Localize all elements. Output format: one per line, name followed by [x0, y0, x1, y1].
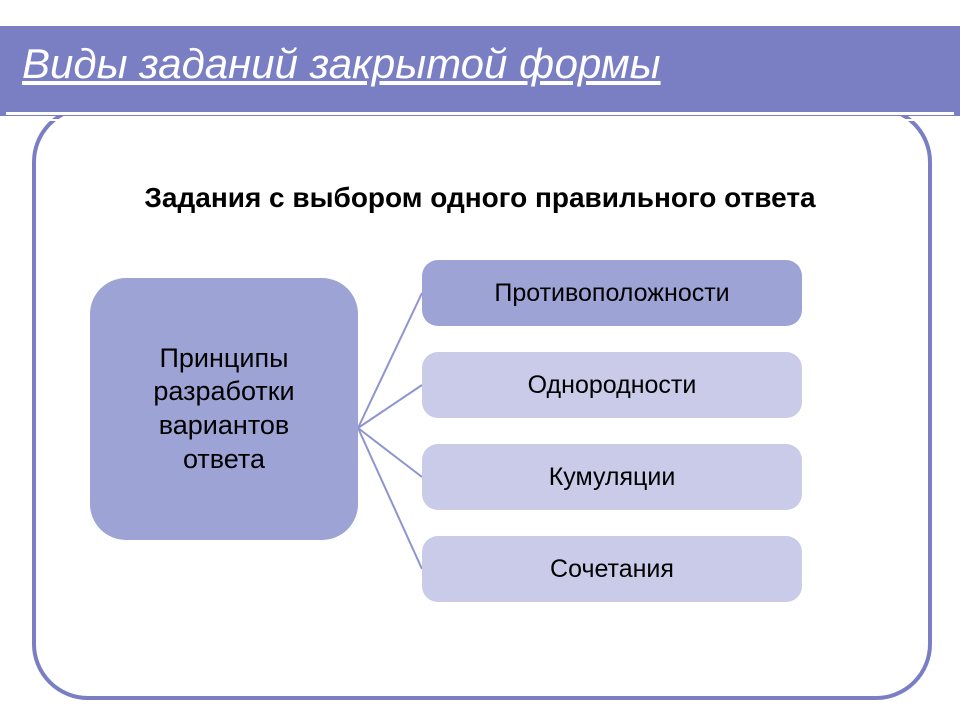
root-node: Принципыразработкивариантовответа	[90, 278, 358, 540]
slide: Виды заданий закрытой формы Задания с вы…	[0, 0, 960, 720]
slide-title: Виды заданий закрытой формы	[22, 40, 661, 88]
child-node-0: Противоположности	[422, 260, 802, 326]
child-node-1: Однородности	[422, 352, 802, 418]
header-rule-icon	[6, 112, 954, 115]
child-node-3: Сочетания	[422, 536, 802, 602]
slide-subtitle: Задания с выбором одного правильного отв…	[0, 182, 960, 214]
header-rule-icon	[6, 119, 954, 121]
child-node-2: Кумуляции	[422, 444, 802, 510]
